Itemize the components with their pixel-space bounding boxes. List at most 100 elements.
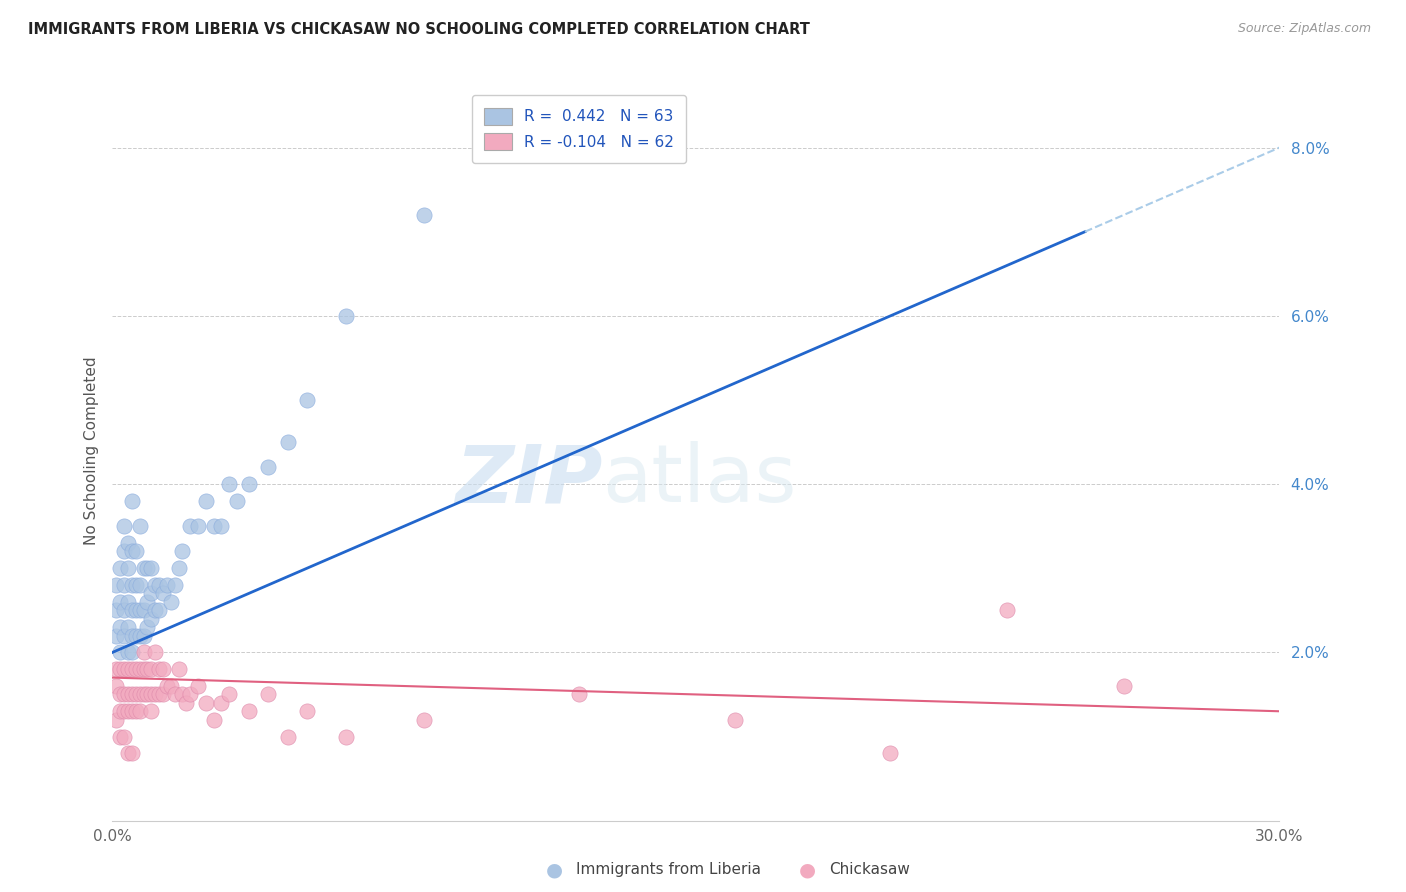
Point [117, 747, 139, 761]
Point [112, 704, 135, 718]
Point [172, 688, 194, 702]
Point [194, 696, 217, 710]
Point [110, 730, 132, 744]
Text: Source: ZipAtlas.com: Source: ZipAtlas.com [1237, 22, 1371, 36]
Point [110, 561, 132, 575]
Point [132, 561, 155, 575]
Point [128, 578, 150, 592]
Point [132, 688, 155, 702]
Point [141, 662, 163, 676]
Point [143, 603, 166, 617]
Point [160, 679, 183, 693]
Text: ●: ● [546, 860, 562, 880]
Point [117, 595, 139, 609]
Point [335, 309, 357, 323]
Point [226, 494, 249, 508]
Point [276, 435, 298, 450]
Point [110, 662, 132, 676]
Point [176, 696, 198, 710]
Text: Immigrants from Liberia: Immigrants from Liberia [576, 863, 762, 877]
Point [121, 494, 143, 508]
Point [117, 561, 139, 575]
Point [202, 519, 225, 533]
Point [121, 603, 143, 617]
Point [179, 688, 201, 702]
Point [117, 662, 139, 676]
Point [156, 679, 179, 693]
Point [295, 704, 318, 718]
Point [136, 595, 159, 609]
Text: Chickasaw: Chickasaw [830, 863, 911, 877]
Point [163, 578, 186, 592]
Point [105, 662, 128, 676]
Point [152, 662, 174, 676]
Point [879, 747, 901, 761]
Point [112, 519, 135, 533]
Point [110, 688, 132, 702]
Point [412, 208, 434, 222]
Point [141, 586, 163, 600]
Legend: R =  0.442   N = 63, R = -0.104   N = 62: R = 0.442 N = 63, R = -0.104 N = 62 [472, 95, 686, 162]
Point [125, 688, 148, 702]
Point [238, 477, 260, 491]
Point [141, 561, 163, 575]
Point [276, 730, 298, 744]
Text: ZIP: ZIP [456, 441, 603, 519]
Point [568, 688, 591, 702]
Point [143, 578, 166, 592]
Point [105, 713, 128, 727]
Point [152, 688, 174, 702]
Point [121, 704, 143, 718]
Point [238, 704, 260, 718]
Point [141, 688, 163, 702]
Point [218, 688, 240, 702]
Point [156, 578, 179, 592]
Point [295, 392, 318, 407]
Point [112, 544, 135, 558]
Point [257, 688, 280, 702]
Point [121, 628, 143, 642]
Point [167, 662, 190, 676]
Point [412, 713, 434, 727]
Point [148, 578, 170, 592]
Point [209, 519, 232, 533]
Point [117, 620, 139, 634]
Point [136, 662, 159, 676]
Point [121, 578, 143, 592]
Text: IMMIGRANTS FROM LIBERIA VS CHICKASAW NO SCHOOLING COMPLETED CORRELATION CHART: IMMIGRANTS FROM LIBERIA VS CHICKASAW NO … [28, 22, 810, 37]
Point [105, 628, 128, 642]
Point [187, 519, 209, 533]
Point [121, 645, 143, 659]
Point [163, 688, 186, 702]
Point [143, 688, 166, 702]
Point [121, 662, 143, 676]
Point [218, 477, 240, 491]
Point [112, 628, 135, 642]
Point [125, 544, 148, 558]
Point [148, 688, 170, 702]
Point [125, 578, 148, 592]
Point [128, 603, 150, 617]
Point [136, 620, 159, 634]
Point [136, 688, 159, 702]
Point [117, 536, 139, 550]
Point [724, 713, 747, 727]
Text: ●: ● [799, 860, 815, 880]
Point [148, 662, 170, 676]
Point [132, 628, 155, 642]
Point [141, 612, 163, 626]
Point [117, 688, 139, 702]
Point [112, 603, 135, 617]
Point [112, 730, 135, 744]
Point [167, 561, 190, 575]
Point [112, 688, 135, 702]
Point [152, 586, 174, 600]
Point [105, 578, 128, 592]
Point [179, 519, 201, 533]
Point [1112, 679, 1135, 693]
Point [110, 645, 132, 659]
Point [143, 645, 166, 659]
Point [121, 747, 143, 761]
Point [160, 595, 183, 609]
Point [128, 662, 150, 676]
